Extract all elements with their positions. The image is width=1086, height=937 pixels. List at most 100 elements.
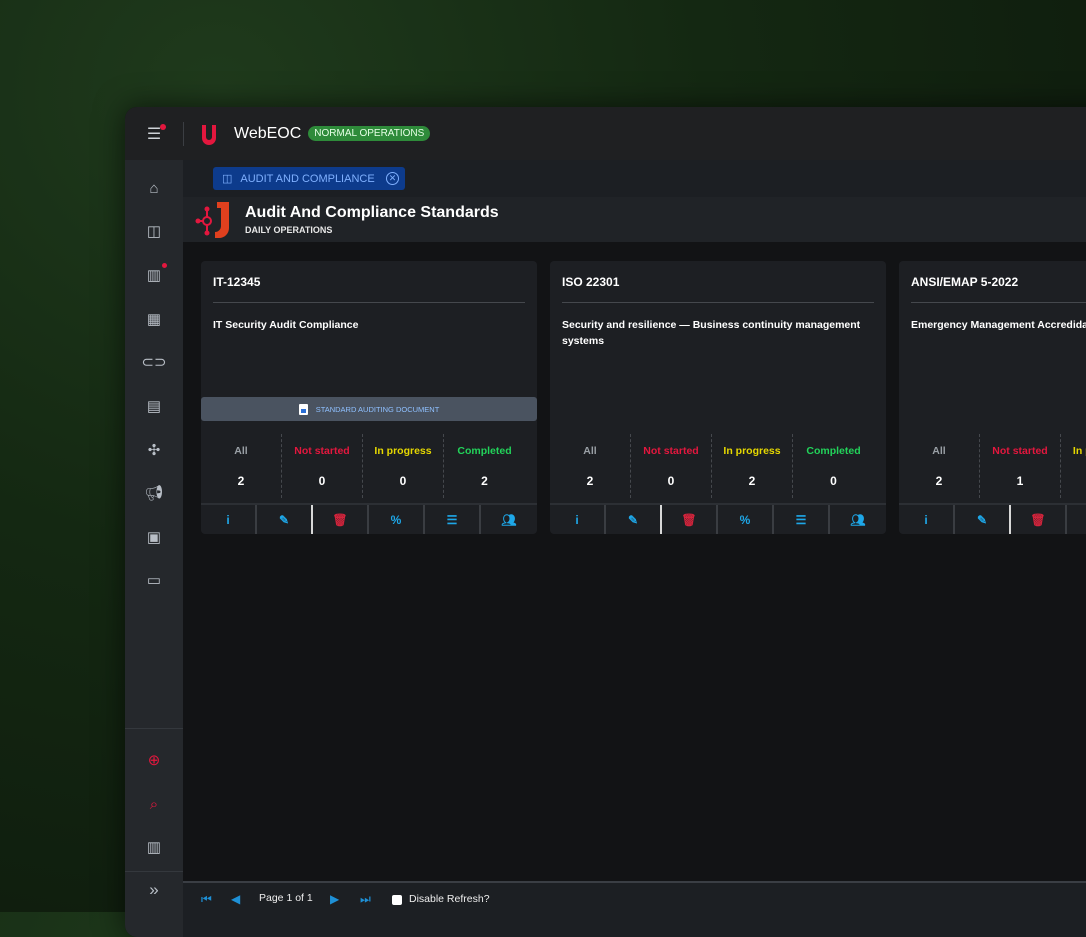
edit-button[interactable]: ✎ — [606, 505, 662, 534]
stat-all[interactable]: All 2 — [201, 434, 282, 498]
tab-bar: ◫ AUDIT AND COMPLIANCE ✕ — [183, 160, 1086, 197]
tab-label: AUDIT AND COMPLIANCE — [240, 172, 375, 185]
card-description: Security and resilience — Business conti… — [562, 319, 861, 347]
disable-refresh-label[interactable]: Disable Refresh? — [409, 893, 490, 905]
percent-button[interactable]: % — [718, 505, 774, 534]
percent-button[interactable]: % — [369, 505, 425, 534]
percent-icon: % — [739, 512, 751, 527]
stat-not-started[interactable]: Not started 1 — [980, 434, 1061, 498]
percent-icon: % — [390, 512, 402, 527]
info-button[interactable]: i — [550, 505, 606, 534]
stat-completed[interactable]: Completed 0 — [793, 434, 874, 498]
users-button[interactable]: 👥︎ — [830, 505, 886, 534]
stat-label: In progress — [723, 445, 781, 457]
document-button-label: STANDARD AUDITING DOCUMENT — [315, 404, 440, 414]
webeoc-logo-icon — [202, 124, 216, 145]
last-page-icon[interactable]: ⏭︎ — [360, 892, 371, 906]
stat-value: 2 — [237, 474, 245, 488]
stat-all[interactable]: All 2 — [899, 434, 980, 498]
edit-button[interactable]: ✎ — [257, 505, 313, 534]
tab-audit-and-compliance[interactable]: ◫ AUDIT AND COMPLIANCE ✕ — [213, 167, 405, 190]
list-icon: ☰ — [446, 512, 458, 527]
stat-label: Not started — [992, 445, 1048, 457]
list-button[interactable]: ☰ — [425, 505, 481, 534]
stat-label: All — [583, 445, 597, 457]
stat-completed[interactable]: Completed 2 — [444, 434, 525, 498]
disable-refresh-checkbox[interactable] — [392, 895, 402, 905]
delete-button[interactable]: 🗑︎ — [1011, 505, 1067, 534]
next-page-icon[interactable]: ▶ — [330, 892, 340, 906]
top-bar: ☰ WebEOC NORMAL OPERATIONS — [125, 107, 1086, 160]
stat-in-progress[interactable]: In progress 0 — [363, 434, 444, 498]
card-title: IT-12345 — [213, 275, 261, 289]
audit-app-logo-icon — [195, 202, 229, 238]
previous-page-icon[interactable]: ◀ — [231, 892, 241, 906]
divider — [213, 302, 525, 303]
card-description: IT Security Audit Compliance — [213, 319, 359, 331]
info-button[interactable]: i — [899, 505, 955, 534]
pagination-footer: ⏮︎ ◀ Page 1 of 1 ▶ ⏭︎ Disable Refresh? — [183, 881, 1086, 937]
stat-value: 2 — [748, 474, 756, 488]
globe-icon[interactable]: ⊕ — [147, 752, 161, 769]
trash-icon: 🗑︎ — [681, 512, 697, 527]
divider — [125, 871, 183, 872]
map-icon[interactable]: ▥ — [125, 260, 183, 290]
analytics-search-icon[interactable]: ⌕ — [149, 795, 159, 813]
link-icon[interactable]: ⊂⊃ — [141, 354, 167, 371]
list-button[interactable]: ☰ — [774, 505, 830, 534]
trash-icon: 🗑︎ — [332, 512, 348, 527]
message-icon[interactable]: ▤ — [146, 398, 162, 415]
status-stats: All 2 Not started 0 In progress 2 Completed… — [550, 434, 886, 498]
divider — [911, 302, 1086, 303]
home-icon[interactable]: ⌂ — [149, 179, 159, 197]
stat-not-started[interactable]: Not started 0 — [631, 434, 712, 498]
notification-dot — [160, 124, 166, 130]
building-report-icon[interactable]: ▥ — [146, 839, 162, 856]
stat-label: Not started — [294, 445, 350, 457]
edit-icon: ✎ — [627, 512, 639, 527]
stat-label: In progress — [374, 445, 432, 457]
delete-button[interactable]: 🗑︎ — [662, 505, 718, 534]
stat-value: 0 — [667, 474, 675, 488]
contacts-icon[interactable]: ▣ — [146, 529, 162, 546]
status-badge: NORMAL OPERATIONS — [308, 126, 431, 141]
plugin-icon[interactable]: ✣ — [147, 442, 161, 459]
folder-icon[interactable]: ▭ — [146, 572, 162, 589]
stat-value: 2 — [481, 474, 488, 488]
close-tab-icon[interactable]: ✕ — [386, 172, 399, 185]
sidebar: ⌂ ◫ ▥ ▦ ⊂⊃ ▤ ✣ 📢︎ ▣ ▭ ⊕ ⌕ ▥ » — [125, 160, 183, 937]
standard-card: ANSI/EMAP 5-2022 Emergency Management Ac… — [899, 261, 1086, 534]
divider — [562, 302, 874, 303]
stat-in-progress[interactable]: In progress 2 — [712, 434, 793, 498]
info-icon: i — [575, 512, 579, 527]
users-icon: 👥︎ — [501, 512, 517, 527]
edit-button[interactable]: ✎ — [955, 505, 1011, 534]
stat-label: Completed — [457, 445, 512, 457]
card-title: ANSI/EMAP 5-2022 — [911, 275, 1019, 289]
stat-label: Completed — [806, 445, 861, 457]
app-name: WebEOC — [234, 124, 302, 142]
dashboard-icon[interactable]: ◫ — [146, 223, 162, 240]
expand-sidebar-icon[interactable]: » — [149, 880, 159, 899]
stat-in-progress[interactable]: In progress — [1061, 434, 1086, 498]
stat-value: 0 — [399, 474, 407, 488]
edit-icon: ✎ — [976, 512, 988, 527]
divider — [125, 728, 183, 729]
status-stats: All 2 Not started 0 In progress 0 Completed… — [201, 434, 537, 498]
info-button[interactable]: i — [201, 505, 257, 534]
edit-icon: ✎ — [278, 512, 290, 527]
standard-document-button[interactable]: STANDARD AUDITING DOCUMENT — [201, 397, 537, 421]
page-title: Audit And Compliance Standards — [245, 204, 499, 221]
first-page-icon[interactable]: ⏮︎ — [201, 892, 212, 906]
delete-button[interactable]: 🗑︎ — [313, 505, 369, 534]
menu-toggle-button[interactable]: ☰ — [125, 107, 183, 160]
boards-icon[interactable]: ▦ — [146, 311, 162, 328]
card-title: ISO 22301 — [562, 275, 620, 289]
stat-label: All — [932, 445, 946, 457]
stat-label: All — [234, 445, 248, 457]
megaphone-icon[interactable]: 📢︎ — [144, 485, 164, 502]
stat-not-started[interactable]: Not started 0 — [282, 434, 363, 498]
users-button[interactable]: 👥︎ — [481, 505, 537, 534]
page-indicator: Page 1 of 1 — [259, 892, 313, 904]
stat-all[interactable]: All 2 — [550, 434, 631, 498]
